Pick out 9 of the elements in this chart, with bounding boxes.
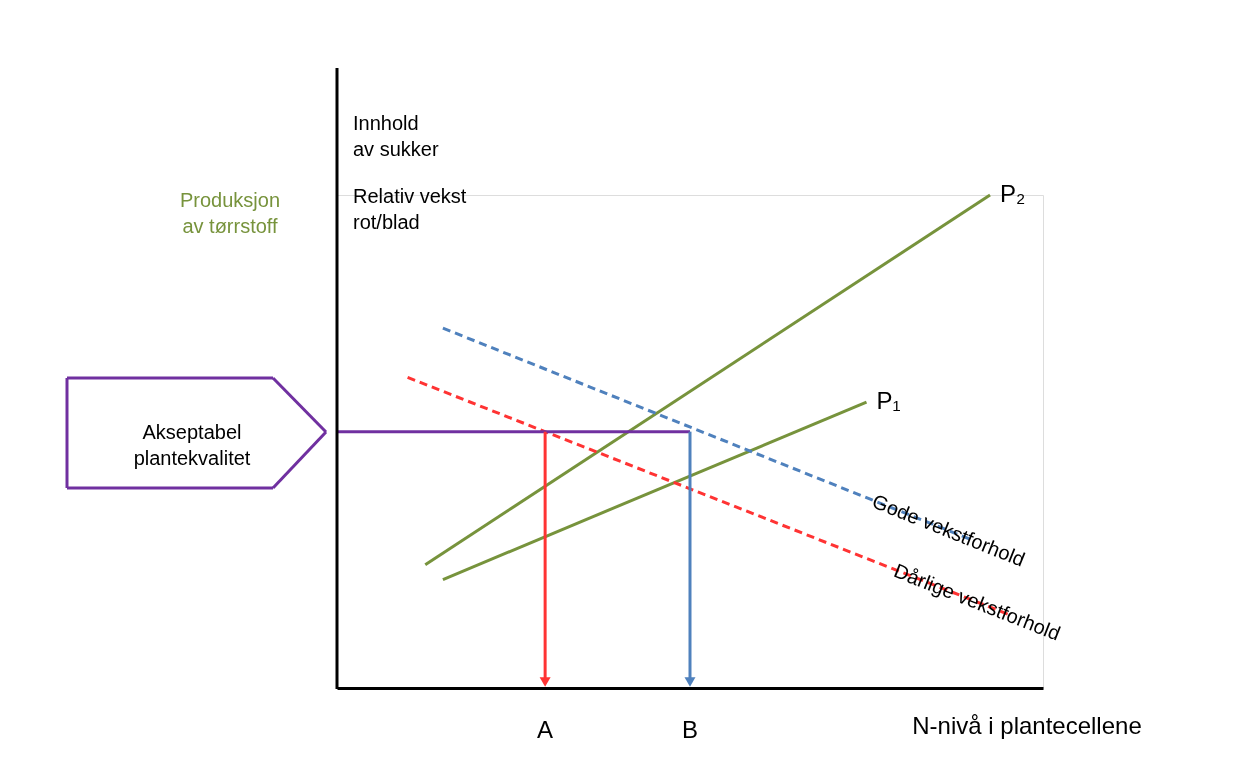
text: Akseptabel plantekvalitet bbox=[133, 421, 251, 469]
text: B bbox=[681, 716, 699, 743]
x-axis-title: N-nivå i plantecellene bbox=[912, 712, 1142, 739]
series-label: P₁ bbox=[876, 387, 901, 415]
text: Innhold av sukker bbox=[353, 112, 439, 160]
y-axis-title: Produksjon av tørrstoff bbox=[179, 189, 281, 237]
text: A bbox=[537, 716, 554, 743]
annotation: Relativ vekst rot/blad bbox=[353, 185, 467, 233]
series-label: P₂ bbox=[1000, 180, 1026, 207]
